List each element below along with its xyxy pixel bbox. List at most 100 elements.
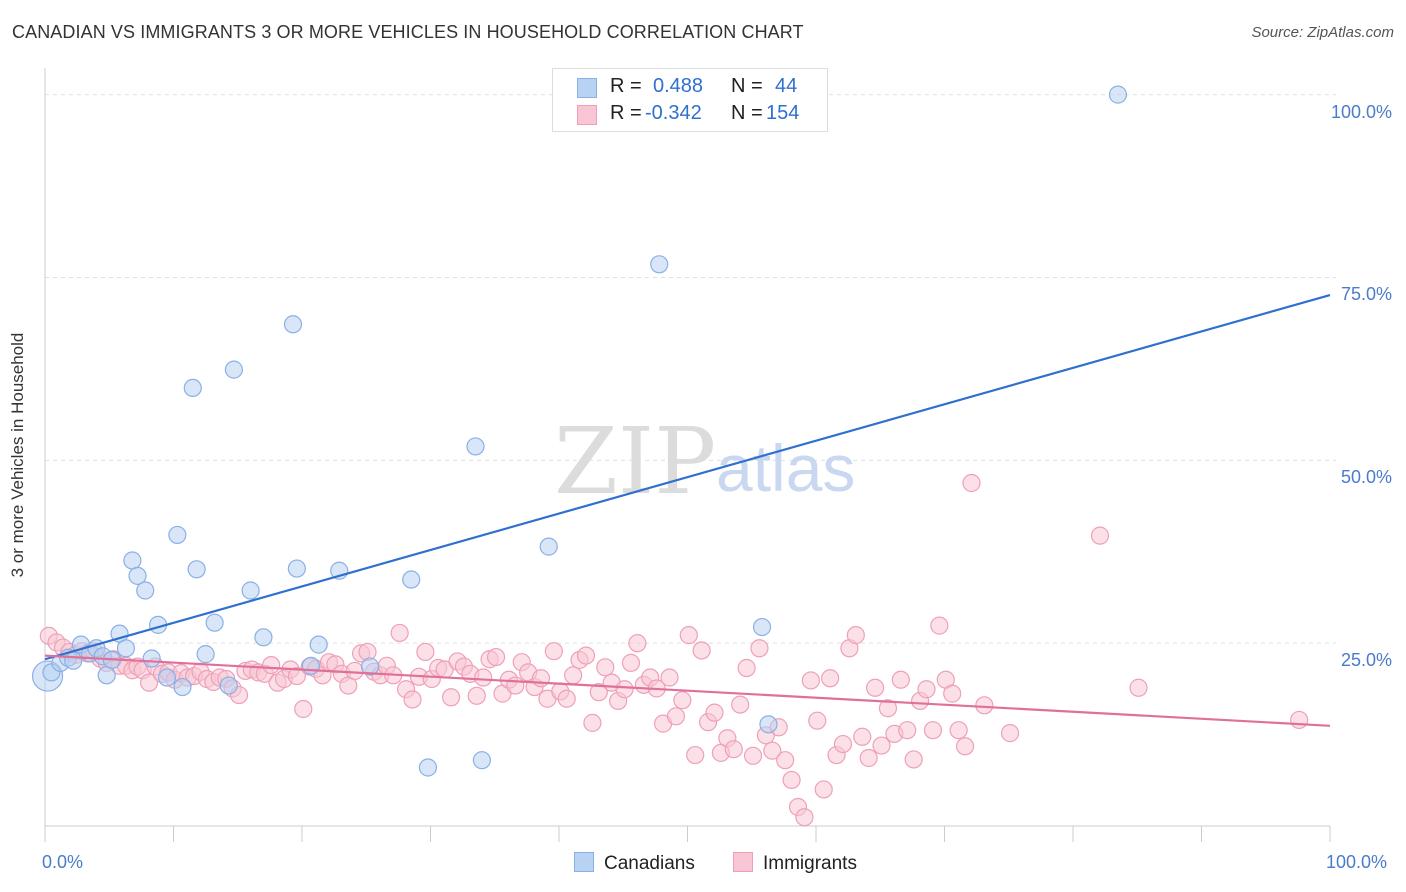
immigrants-point xyxy=(1290,710,1309,730)
immigrants-point xyxy=(801,671,820,690)
canadians-point xyxy=(173,677,192,697)
immigrants-point xyxy=(808,711,827,730)
canadians-point xyxy=(466,437,485,456)
immigrants-point xyxy=(679,626,698,645)
immigrants-point xyxy=(955,737,975,756)
canadians-point xyxy=(205,613,224,632)
watermark-atlas: atlas xyxy=(716,431,855,505)
immigrants-point xyxy=(930,616,949,635)
legend-r-value: -0.342 xyxy=(645,102,702,124)
canadians-point xyxy=(142,649,161,668)
canadians-point xyxy=(224,360,243,379)
immigrants-point xyxy=(872,736,891,755)
immigrants-point xyxy=(750,639,769,658)
legend-swatch-canadians xyxy=(577,78,597,98)
canadians-point xyxy=(168,525,187,545)
immigrants-point xyxy=(615,680,634,699)
immigrants-point xyxy=(891,670,910,689)
immigrants-point xyxy=(776,751,795,770)
immigrants-point xyxy=(557,689,576,708)
canadians-point xyxy=(539,537,558,556)
bottom-legend-immigrants: Immigrants xyxy=(733,852,857,875)
immigrants-point xyxy=(782,770,801,790)
immigrants-point xyxy=(1000,724,1020,743)
immigrants-point xyxy=(1129,678,1148,697)
legend-r-label: R = xyxy=(610,102,642,124)
legend-n-value: 44 xyxy=(775,75,798,97)
y-axis-label: 3 or more Vehicles in Household xyxy=(8,332,27,578)
immigrants-point xyxy=(621,653,641,673)
bottom-legend-label-immigrants: Immigrants xyxy=(763,853,857,874)
immigrants-point xyxy=(262,655,281,675)
canadians-point xyxy=(283,315,303,334)
immigrants-point xyxy=(949,721,968,740)
canadians-point xyxy=(157,668,177,687)
immigrants-point xyxy=(576,646,596,665)
immigrants-point xyxy=(544,642,563,661)
immigrants-point xyxy=(486,647,506,667)
immigrants-point xyxy=(705,703,724,722)
immigrants-point xyxy=(853,727,872,746)
legend-n-label: N = xyxy=(731,75,763,97)
canadians-point xyxy=(241,581,260,600)
immigrants-point xyxy=(287,666,306,686)
immigrants-point xyxy=(923,721,943,740)
immigrants-point xyxy=(724,740,743,759)
canadians-point xyxy=(287,559,306,578)
immigrants-point xyxy=(821,669,840,688)
legend-row-canadians: R = 0.488 N = 44 xyxy=(553,75,827,101)
immigrants-point xyxy=(441,688,461,707)
watermark-zip: ZIP xyxy=(554,408,716,515)
immigrants-point xyxy=(737,658,756,678)
immigrants-point xyxy=(596,658,615,677)
immigrants-point xyxy=(795,808,814,827)
canadians-point xyxy=(1108,85,1128,104)
immigrants-point xyxy=(506,676,525,695)
immigrants-point xyxy=(294,699,313,719)
immigrants-point xyxy=(731,695,750,714)
canadians-point xyxy=(123,551,142,570)
canadians-point xyxy=(309,635,328,654)
canadians-point xyxy=(301,656,321,675)
watermark: ZIP atlas xyxy=(554,408,855,515)
immigrants-point xyxy=(763,741,782,760)
bottom-legend-swatch-immigrants xyxy=(733,852,753,872)
immigrants-point xyxy=(898,721,917,740)
immigrants-point xyxy=(583,713,602,732)
canadians-point xyxy=(196,645,215,664)
immigrants-points xyxy=(39,473,1309,827)
canadians-point xyxy=(64,651,83,670)
x-tick-label-max: 100.0% xyxy=(1326,852,1388,872)
immigrants-point xyxy=(975,696,994,715)
canadians-point xyxy=(418,758,438,777)
y-tick-label: 50.0% xyxy=(1340,467,1392,488)
bottom-legend-canadians: Canadians xyxy=(574,852,695,875)
bottom-legend-swatch-canadians xyxy=(574,852,594,872)
legend-r-value: 0.488 xyxy=(653,75,704,97)
legend: R = 0.488 N = 44 R = -0.342 N = 154 xyxy=(552,68,828,132)
canadians-point xyxy=(97,666,116,685)
immigrants-point xyxy=(531,669,551,688)
immigrants-point xyxy=(474,668,493,687)
immigrants-point xyxy=(403,690,422,709)
immigrants-point xyxy=(692,641,711,660)
legend-n-label: N = xyxy=(731,102,763,124)
immigrants-point xyxy=(917,680,936,699)
canadians-point xyxy=(361,657,380,676)
immigrants-point xyxy=(962,473,981,493)
immigrants-point xyxy=(467,686,486,705)
immigrants-trend-line xyxy=(44,654,1331,727)
immigrants-point xyxy=(866,678,885,697)
canadians-point xyxy=(136,581,155,600)
legend-swatch-immigrants xyxy=(577,105,597,125)
bottom-legend-label-canadians: Canadians xyxy=(604,853,695,874)
y-tick-label: 75.0% xyxy=(1340,284,1392,305)
canadians-point xyxy=(650,255,669,274)
immigrants-point xyxy=(878,699,898,718)
immigrants-point xyxy=(666,707,686,726)
canadians-point xyxy=(128,566,147,585)
immigrants-point xyxy=(846,626,865,645)
canadians-trend-line xyxy=(44,293,1331,661)
immigrants-point xyxy=(628,634,647,653)
